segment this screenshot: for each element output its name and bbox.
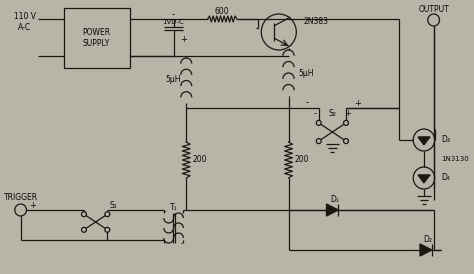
Text: D₂: D₂ <box>423 235 432 244</box>
Polygon shape <box>327 204 338 216</box>
Circle shape <box>105 227 110 232</box>
Circle shape <box>82 212 86 217</box>
Text: 1N3130: 1N3130 <box>441 156 469 162</box>
Text: +: + <box>354 98 361 107</box>
Circle shape <box>316 139 321 144</box>
Circle shape <box>105 212 110 217</box>
Text: D₁: D₁ <box>330 196 339 204</box>
Text: S₁: S₁ <box>109 201 117 210</box>
Text: ·: · <box>180 239 183 249</box>
Text: D₄: D₄ <box>441 173 450 182</box>
Text: S₂: S₂ <box>328 110 337 118</box>
Text: 1VD-C: 1VD-C <box>163 19 184 25</box>
Circle shape <box>344 139 348 144</box>
Text: 110 V
A-C: 110 V A-C <box>14 12 36 32</box>
Text: +: + <box>345 110 351 118</box>
Polygon shape <box>418 175 430 183</box>
Text: 600: 600 <box>215 7 229 16</box>
Text: ·: · <box>164 207 168 217</box>
Text: -: - <box>313 110 316 118</box>
Text: -: - <box>306 98 309 107</box>
Circle shape <box>344 120 348 125</box>
Text: D₃: D₃ <box>441 136 450 144</box>
Text: 5μH: 5μH <box>298 68 314 78</box>
Polygon shape <box>418 137 430 145</box>
Text: OUTPUT: OUTPUT <box>418 4 449 13</box>
Text: +: + <box>180 35 187 44</box>
Text: TRIGGER: TRIGGER <box>4 193 38 202</box>
Text: -: - <box>172 10 175 19</box>
Text: 200: 200 <box>192 156 207 164</box>
Text: 2N383: 2N383 <box>303 18 328 27</box>
Polygon shape <box>420 244 432 256</box>
Text: T₁: T₁ <box>170 204 177 213</box>
Text: POWER
SUPPLY: POWER SUPPLY <box>82 28 111 48</box>
Circle shape <box>316 120 321 125</box>
Text: 200: 200 <box>295 156 310 164</box>
Circle shape <box>82 227 86 232</box>
Text: 5μH: 5μH <box>165 76 181 84</box>
Text: +: + <box>29 201 36 210</box>
